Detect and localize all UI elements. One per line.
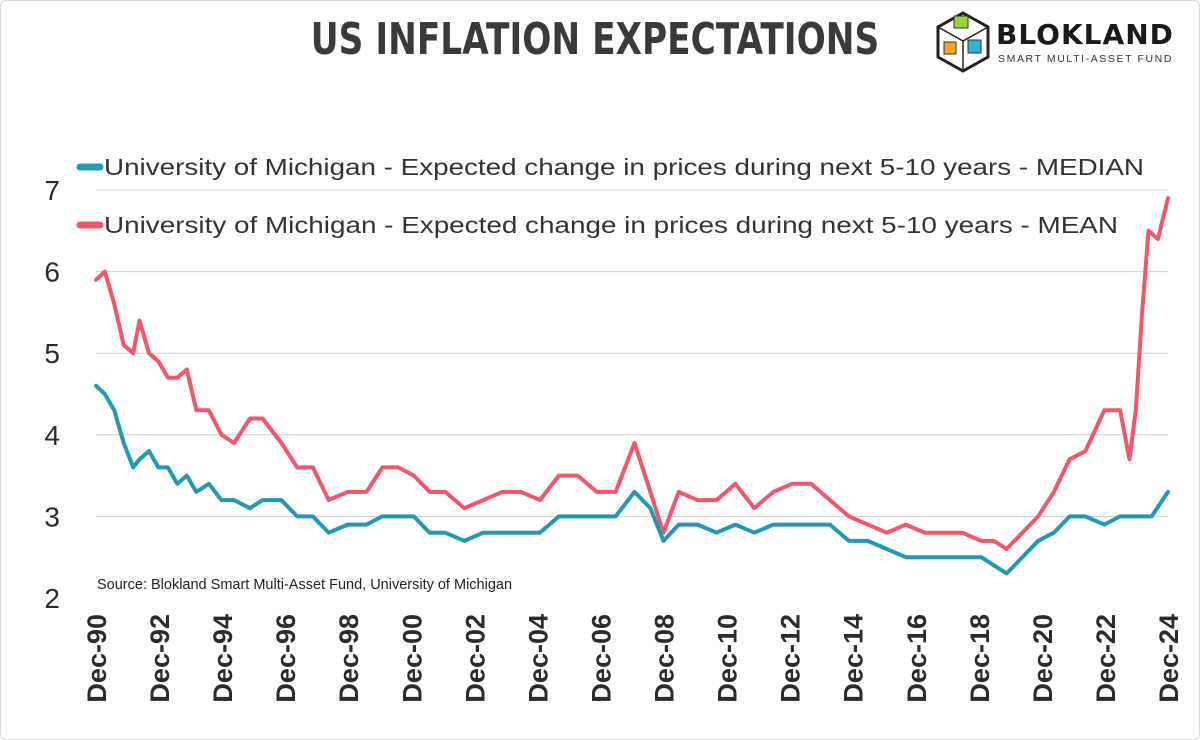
x-tick-label: Dec-18 <box>965 614 995 703</box>
x-tick-label: Dec-96 <box>271 614 301 703</box>
x-tick-label: Dec-24 <box>1154 614 1184 703</box>
logo-wordmark: BLOKLAND <box>996 18 1174 51</box>
y-tick-label: 5 <box>44 338 60 369</box>
x-tick-label: Dec-10 <box>713 614 743 703</box>
x-axis-ticks: Dec-90 Dec-92 Dec-94 Dec-96 Dec-98 Dec-00 Dec-… <box>82 614 1184 703</box>
x-tick-label: Dec-90 <box>82 614 112 703</box>
source-note: Source: Blokland Smart Multi-Asset Fund,… <box>97 577 512 593</box>
x-tick-label: Dec-14 <box>839 614 869 703</box>
x-tick-label: Dec-08 <box>650 614 680 703</box>
x-tick-label: Dec-22 <box>1091 614 1121 703</box>
x-tick-label: Dec-04 <box>523 614 553 703</box>
legend-label: University of Michigan - Expected change… <box>104 212 1118 238</box>
x-tick-label: Dec-92 <box>145 614 175 703</box>
x-tick-label: Dec-94 <box>208 614 238 703</box>
x-tick-label: Dec-98 <box>334 614 364 703</box>
logo-subtitle: SMART MULTI-ASSET FUND <box>998 53 1174 65</box>
x-tick-label: Dec-00 <box>397 614 427 703</box>
blokland-logo: BLOKLAND SMART MULTI-ASSET FUND <box>932 10 1192 74</box>
x-tick-label: Dec-02 <box>460 614 490 703</box>
y-tick-label: 6 <box>44 257 60 288</box>
x-tick-label: Dec-12 <box>776 614 806 703</box>
y-tick-label: 4 <box>44 420 60 451</box>
x-tick-label: Dec-16 <box>902 614 932 703</box>
y-tick-label: 7 <box>44 175 60 206</box>
series-lines <box>94 196 1170 576</box>
chart-title: US INFLATION EXPECTATIONS <box>310 14 880 65</box>
legend: University of Michigan - Expected change… <box>76 154 1144 238</box>
cube-logo-icon <box>936 11 990 73</box>
y-tick-label: 2 <box>44 583 60 614</box>
x-tick-label: Dec-06 <box>586 614 616 703</box>
grid-lines <box>96 189 1168 517</box>
mean-series-line <box>94 196 1170 551</box>
y-axis-ticks: 2 3 4 5 6 7 <box>44 175 60 614</box>
y-tick-label: 3 <box>44 501 60 532</box>
legend-label: University of Michigan - Expected change… <box>104 154 1144 180</box>
median-series-line <box>94 383 1170 576</box>
x-tick-label: Dec-20 <box>1028 614 1058 703</box>
